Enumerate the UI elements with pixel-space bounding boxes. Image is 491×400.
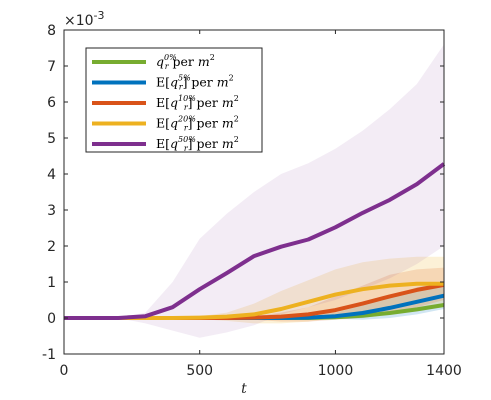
- y-tick-label: -1: [42, 347, 56, 363]
- series-lines: [64, 162, 446, 320]
- legend-entry-4: E[q50% r] per m2: [156, 135, 239, 153]
- legend-box: [85, 47, 263, 153]
- legend-entry-3: E[q20% r] per m2: [156, 115, 239, 133]
- y-tick-label: 5: [47, 131, 56, 147]
- y-tick-label: 3: [47, 203, 56, 219]
- y-tick-label: 1: [47, 275, 56, 291]
- legend-entry-1: E[q5% r] per m2: [156, 74, 234, 92]
- legend-entry-2: E[q10% r] per m2: [156, 94, 239, 112]
- y-tick-label: 4: [47, 167, 56, 183]
- plot-frame: [63, 29, 445, 355]
- x-axis-label: t: [241, 381, 247, 397]
- y-tick-label: 8: [47, 23, 56, 39]
- legend: q0% r per m2 E[q5% r] per m2 E[q10% r] per m2…: [85, 47, 263, 153]
- y-tick-label: 6: [47, 95, 56, 111]
- y-multiplier-label: ×10-3: [64, 9, 105, 29]
- y-tick-label: 2: [47, 239, 56, 255]
- x-tick-label: 500: [186, 363, 213, 379]
- series-line-4: [64, 162, 446, 320]
- legend-entry-0: q0% r per m2: [156, 53, 215, 71]
- x-tick-label: 1000: [318, 363, 354, 379]
- y-tick-label: 7: [47, 59, 56, 75]
- x-tick-label: 0: [60, 363, 69, 379]
- series-band-4: [64, 44, 444, 338]
- series-band-1: [64, 282, 444, 320]
- x-tick-label: 1400: [426, 363, 462, 379]
- y-tick-label: 0: [47, 311, 56, 327]
